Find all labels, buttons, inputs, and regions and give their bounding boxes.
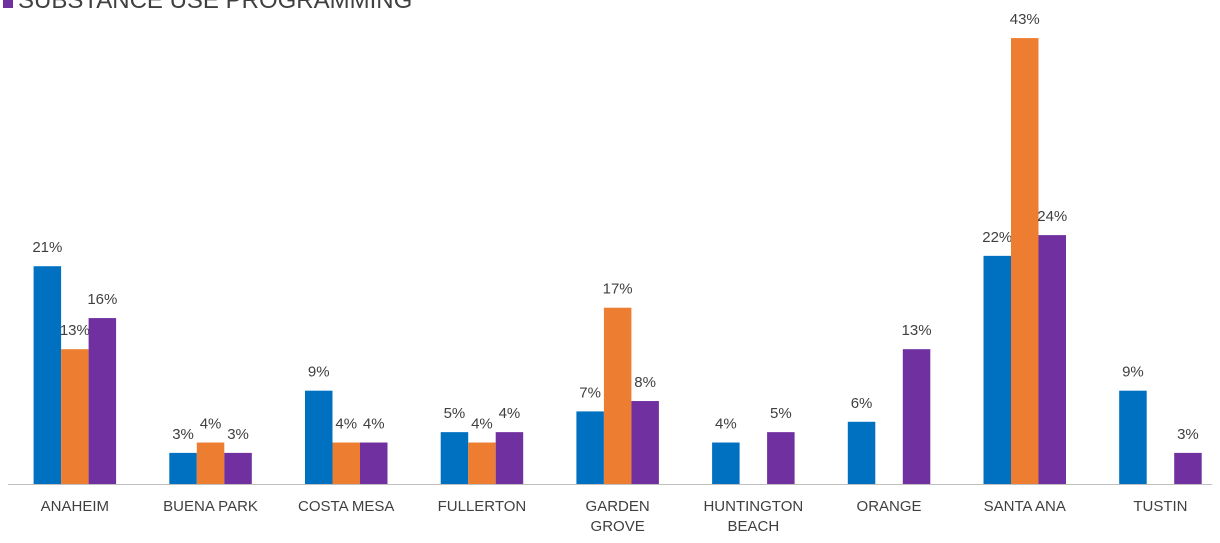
x-tick-label: TUSTIN bbox=[1133, 498, 1188, 515]
bar bbox=[1119, 390, 1147, 484]
data-label: 4% bbox=[335, 416, 357, 433]
data-label: 4% bbox=[200, 416, 222, 433]
bar bbox=[495, 432, 524, 484]
x-tick-label: FULLERTON bbox=[437, 498, 527, 515]
data-label: 21% bbox=[32, 239, 62, 256]
legend-swatch bbox=[3, 0, 13, 8]
data-label: 4% bbox=[499, 405, 521, 422]
x-tick-label: COSTA MESA bbox=[298, 498, 395, 515]
bar bbox=[224, 452, 252, 484]
data-label: 3% bbox=[1177, 426, 1199, 443]
data-label: 5% bbox=[444, 405, 466, 422]
bar bbox=[360, 442, 388, 484]
x-tick-label: BUENA PARK bbox=[163, 498, 258, 515]
data-label: 43% bbox=[1010, 11, 1040, 28]
data-label: 4% bbox=[715, 416, 737, 433]
data-label: 5% bbox=[770, 405, 792, 422]
data-label: 16% bbox=[87, 291, 117, 308]
data-label: 4% bbox=[471, 416, 493, 433]
bar bbox=[712, 442, 740, 484]
bar bbox=[468, 442, 496, 484]
bar bbox=[169, 452, 197, 484]
bar bbox=[1011, 38, 1039, 485]
data-label: 7% bbox=[579, 384, 601, 401]
data-label: 22% bbox=[982, 229, 1012, 246]
bar bbox=[983, 255, 1011, 484]
bar bbox=[767, 432, 795, 484]
data-label: 4% bbox=[363, 416, 385, 433]
x-tick-label: GARDEN GROVE bbox=[585, 498, 650, 535]
x-tick-label: SANTA ANA bbox=[983, 498, 1066, 515]
bar bbox=[576, 411, 604, 484]
data-label: 9% bbox=[1122, 364, 1144, 381]
legend-label: SUBSTANCE USE PROGRAMMING bbox=[18, 0, 412, 14]
x-tick-label: ORANGE bbox=[856, 498, 922, 515]
bar bbox=[902, 349, 931, 484]
bar bbox=[332, 442, 360, 484]
data-label: 13% bbox=[60, 322, 90, 339]
bar bbox=[1038, 235, 1066, 484]
data-label: 9% bbox=[308, 364, 330, 381]
bar bbox=[847, 421, 876, 484]
data-label: 6% bbox=[851, 395, 873, 412]
data-label: 8% bbox=[634, 374, 656, 391]
data-label: 17% bbox=[603, 281, 633, 298]
bar bbox=[440, 432, 469, 484]
bar bbox=[305, 390, 333, 484]
bar bbox=[33, 266, 62, 484]
data-label: 13% bbox=[902, 322, 932, 339]
x-tick-label: ANAHEIM bbox=[40, 498, 110, 515]
bar bbox=[196, 442, 225, 484]
x-tick-label: HUNTINGTON BEACH bbox=[703, 498, 804, 535]
bar bbox=[1174, 452, 1202, 484]
bar bbox=[603, 307, 632, 484]
data-label: 24% bbox=[1037, 208, 1067, 225]
bar bbox=[88, 318, 117, 484]
bar bbox=[61, 349, 89, 484]
bar bbox=[631, 401, 659, 484]
data-label: 3% bbox=[227, 426, 249, 443]
data-label: 3% bbox=[172, 426, 194, 443]
